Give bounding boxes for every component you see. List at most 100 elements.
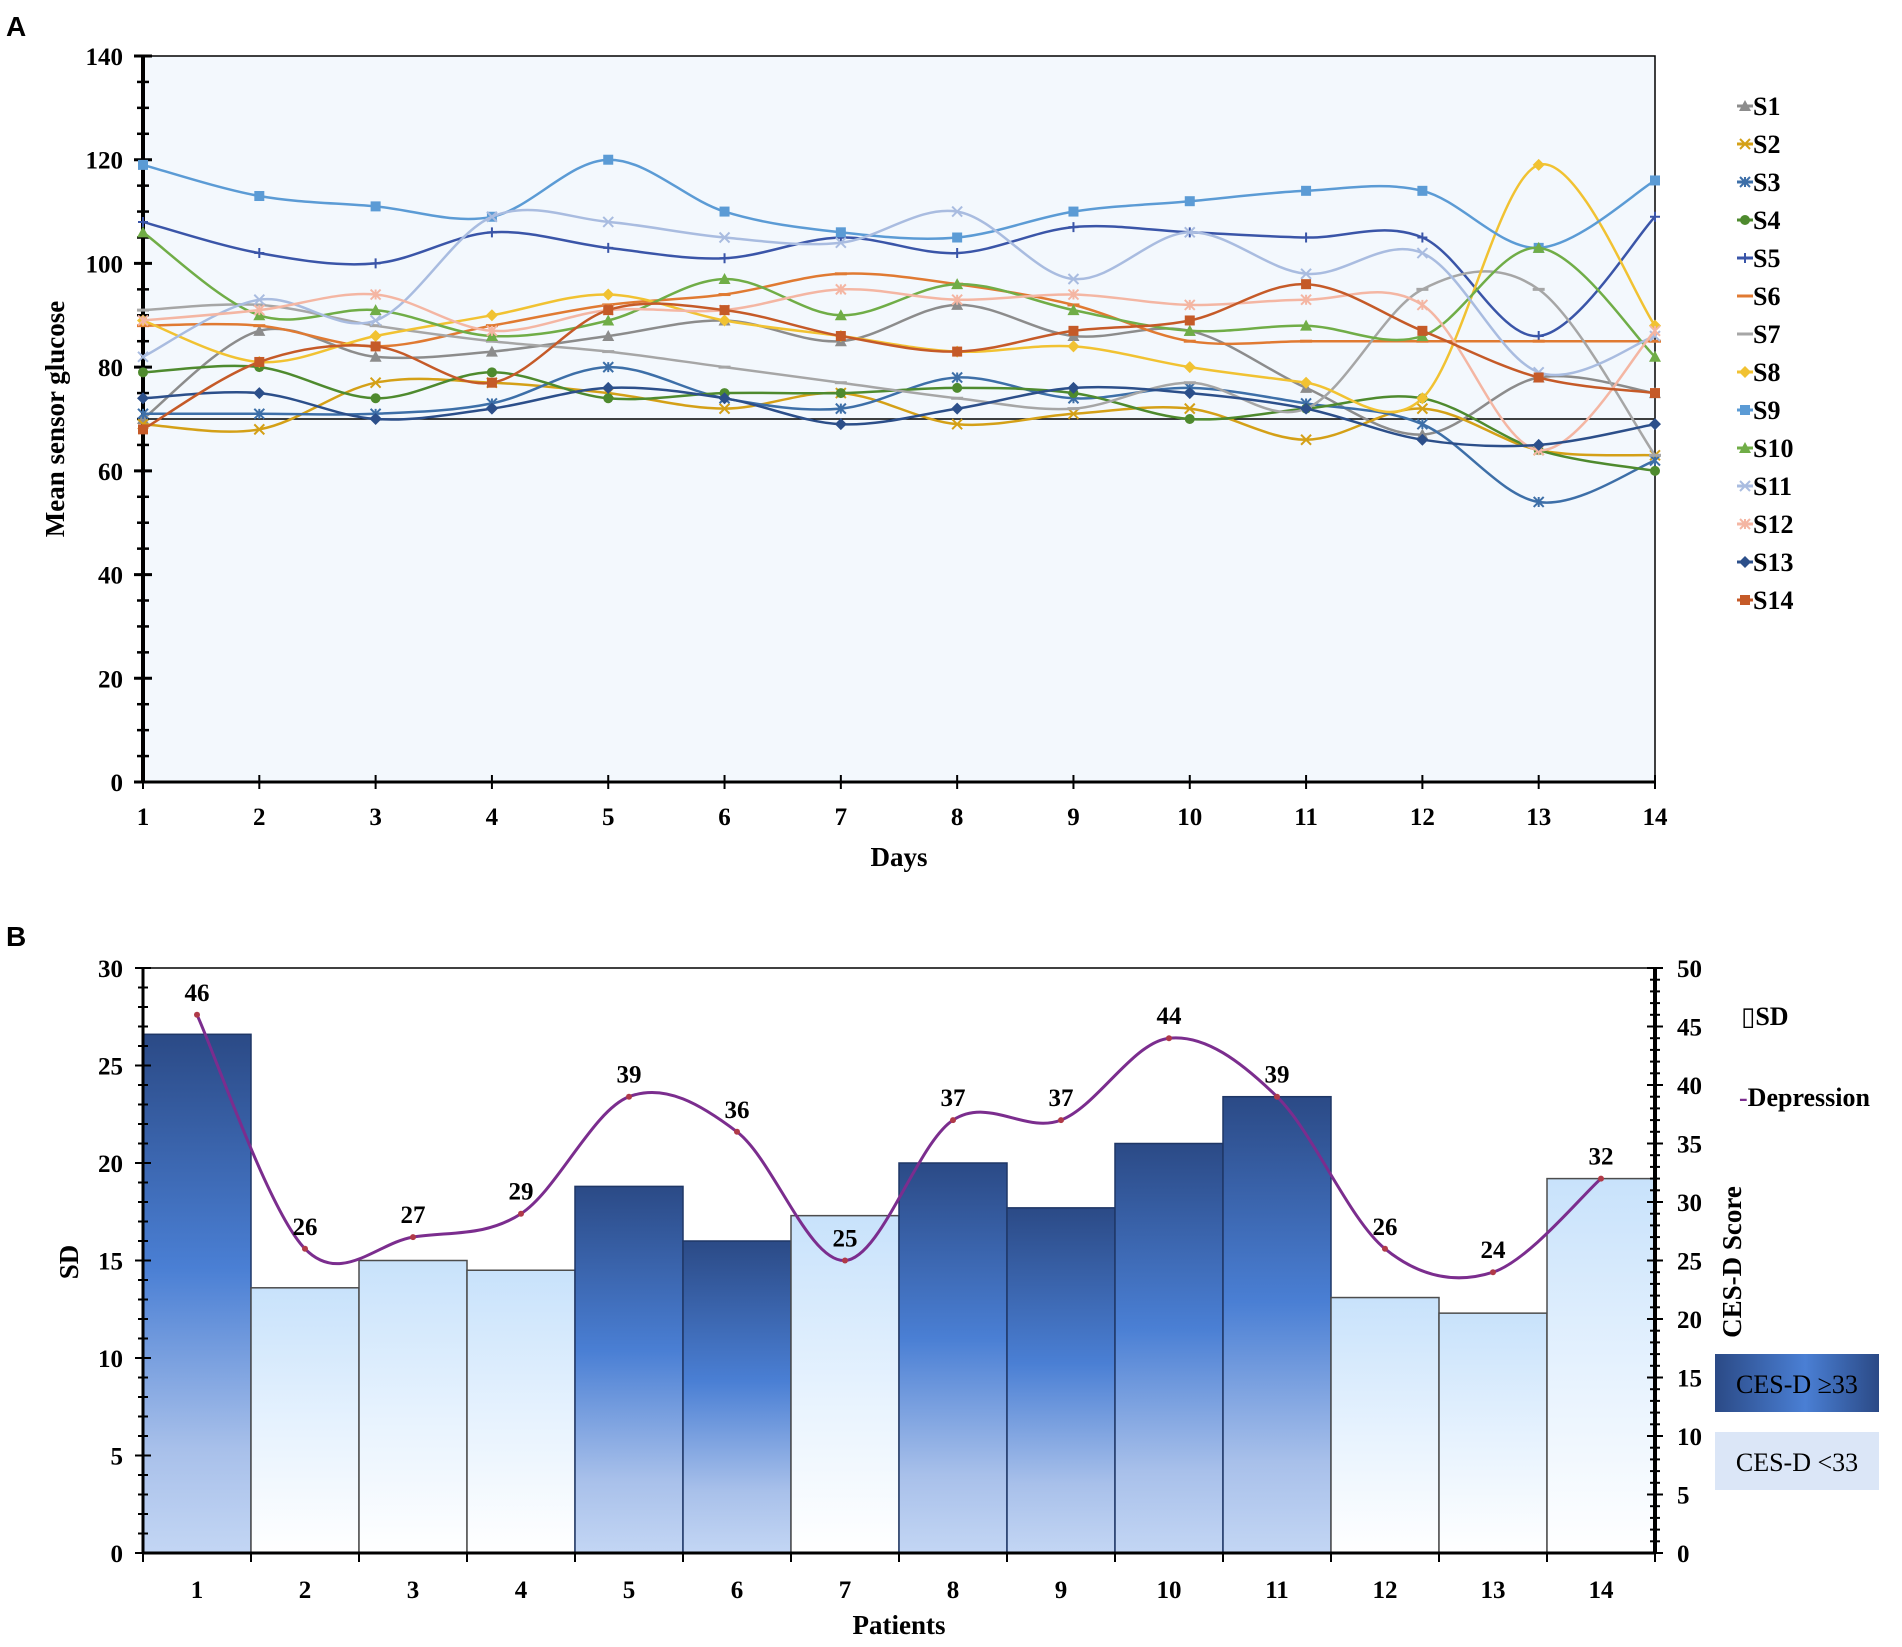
- data-point: [138, 367, 148, 378]
- data-point: [1416, 299, 1429, 311]
- data-point: [137, 351, 149, 363]
- data-point: [835, 227, 846, 238]
- data-point: [485, 345, 498, 357]
- data-point: [835, 236, 847, 249]
- right-tick-label: 35: [1677, 1132, 1702, 1159]
- left-tick-label: 30: [98, 956, 123, 983]
- data-point: [1416, 402, 1429, 415]
- data-point: [486, 377, 497, 388]
- data-point: [1067, 273, 1080, 285]
- data-point: [1068, 206, 1079, 217]
- data-point: [1416, 433, 1429, 446]
- right-tick-label: 40: [1677, 1073, 1702, 1100]
- data-point: [1301, 185, 1312, 196]
- data-point: [718, 272, 731, 284]
- legend-item-s14: S14: [1737, 586, 1793, 615]
- data-point: [138, 424, 148, 435]
- x-tick-label: 10: [1157, 1577, 1182, 1604]
- data-point: [253, 294, 266, 306]
- x-tick-label: 8: [951, 804, 964, 831]
- data-point: [602, 330, 615, 342]
- panel-b-bars: [142, 1033, 1656, 1554]
- panel-a-series: [137, 154, 1661, 508]
- panel-b-left-axis-title: SD: [54, 1245, 84, 1280]
- data-point: [485, 309, 498, 322]
- series-s10: [137, 226, 1661, 362]
- data-point: [1183, 324, 1196, 336]
- data-point: [1650, 465, 1660, 476]
- data-point: [719, 305, 730, 316]
- x-tick-label: 11: [1294, 804, 1318, 831]
- data-point: [603, 305, 614, 316]
- data-point: [1184, 196, 1195, 207]
- data-point: [1650, 388, 1660, 399]
- x-tick-label: 4: [486, 804, 499, 831]
- legend-sd-icon: ▯: [1741, 1002, 1755, 1031]
- ces-d-high-box: [1715, 1354, 1879, 1412]
- right-tick-label: 30: [1677, 1190, 1702, 1217]
- x-tick-label: 2: [253, 804, 266, 831]
- data-point: [253, 408, 266, 420]
- panel-b-label: B: [6, 921, 26, 952]
- x-tick-label: 9: [1067, 804, 1080, 831]
- sd-bar: [358, 1259, 468, 1554]
- panel-a-y-tick-labels: 0 20 40 60 80 100 120 140: [86, 44, 124, 797]
- legend-item-s4: S4: [1737, 206, 1780, 235]
- right-tick-label: 0: [1677, 1541, 1690, 1568]
- data-point: [370, 341, 381, 352]
- y-tick-label: 60: [98, 459, 123, 486]
- data-point: [1649, 325, 1661, 337]
- data-point: [951, 418, 963, 430]
- right-tick-label: 45: [1677, 1015, 1702, 1042]
- data-point: [370, 258, 381, 269]
- data-point: [137, 226, 149, 238]
- data-point: [254, 248, 265, 259]
- sd-bar: [1222, 1095, 1332, 1554]
- data-point: [951, 371, 963, 384]
- x-tick-label: 6: [731, 1577, 744, 1604]
- legend-item-s9: S9: [1737, 396, 1780, 425]
- data-point: [834, 418, 847, 431]
- legend-depression-label: Depression: [1748, 1083, 1871, 1112]
- depression-label: 27: [401, 1202, 426, 1229]
- series-s11: [137, 205, 1661, 379]
- series-s5: [138, 211, 1660, 342]
- data-point: [835, 402, 847, 415]
- right-tick-label: 15: [1677, 1366, 1702, 1393]
- data-point: [137, 314, 149, 327]
- x-tick-label: 1: [137, 804, 150, 831]
- legend-label: S8: [1753, 358, 1780, 387]
- panel-a-y-axis-title: Mean sensor glucose: [40, 301, 70, 538]
- data-point: [835, 283, 847, 296]
- x-tick-label: 7: [839, 1577, 852, 1604]
- ces-d-low-box: [1715, 1432, 1879, 1490]
- panel-b-right-tick-labels: 0 5 10 15 20 25 30 35 40 45 50: [1677, 956, 1702, 1568]
- legend-swatch-marker: [1739, 176, 1751, 188]
- depression-point: [1166, 1035, 1172, 1042]
- depression-point: [1058, 1117, 1064, 1124]
- data-point: [1417, 325, 1428, 336]
- data-point: [1533, 372, 1544, 383]
- data-point: [369, 350, 382, 362]
- data-point: [719, 206, 730, 217]
- left-tick-label: 20: [98, 1151, 123, 1178]
- legend-item-s11: S11: [1737, 472, 1792, 501]
- data-point: [1416, 247, 1429, 259]
- data-point: [1301, 232, 1312, 243]
- legend-label: S11: [1753, 472, 1792, 501]
- sd-bar: [682, 1240, 792, 1554]
- data-point: [603, 154, 614, 165]
- data-point: [1649, 418, 1661, 431]
- legend-swatch-marker: [1740, 405, 1750, 415]
- data-point: [602, 288, 615, 301]
- data-point: [1300, 376, 1313, 389]
- data-point: [486, 227, 497, 238]
- legend-item-s12: S12: [1737, 510, 1793, 539]
- data-point: [602, 381, 615, 394]
- data-point: [1183, 387, 1196, 400]
- legend-label: S7: [1753, 320, 1780, 349]
- depression-point: [1490, 1269, 1496, 1276]
- data-point: [486, 325, 498, 337]
- data-point: [137, 408, 149, 420]
- data-point: [253, 324, 266, 336]
